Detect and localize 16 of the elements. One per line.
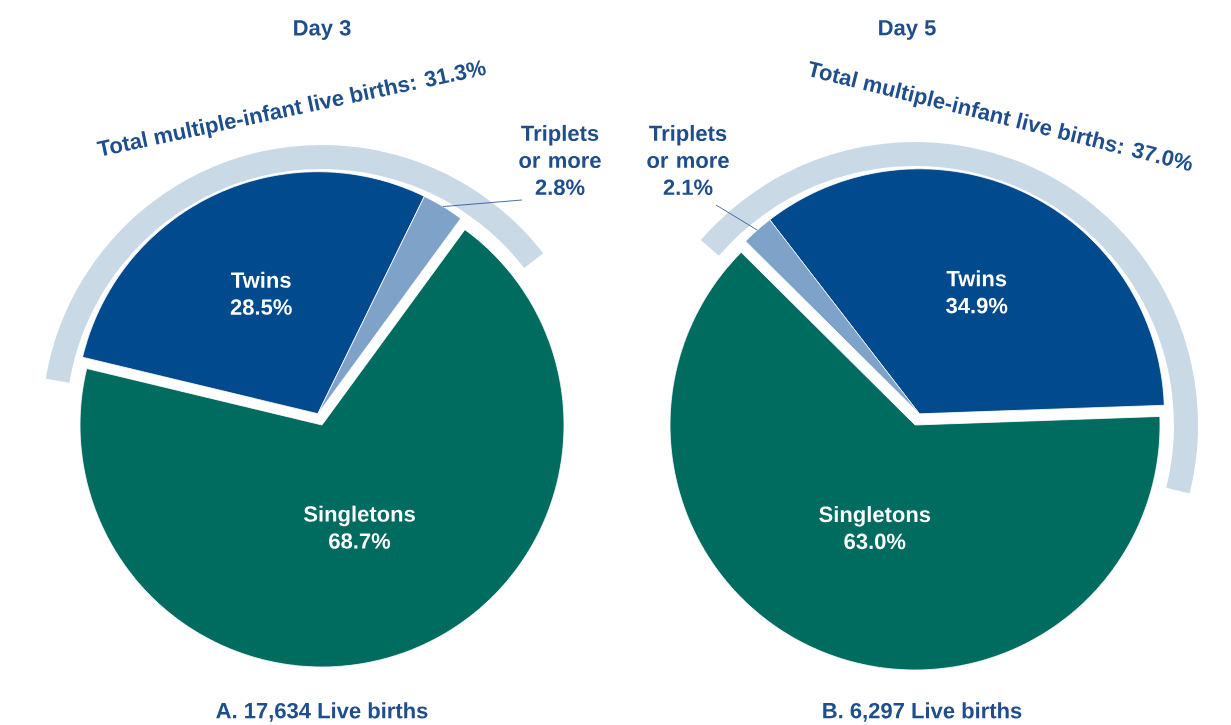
slice-label: Twins xyxy=(231,271,291,288)
slice-label: Twins xyxy=(946,270,1007,287)
chart-title: Day 3 xyxy=(294,20,351,40)
data-label: 34.9% xyxy=(946,297,1008,314)
slice-label: Triplets or more xyxy=(519,124,601,169)
data-label: 28.5% xyxy=(230,299,292,315)
slice-label: Triplets or more xyxy=(647,124,729,169)
data-label: 2.8% xyxy=(535,179,585,196)
slice-label: Singletons xyxy=(303,505,415,527)
data-label: 63.0% xyxy=(844,533,906,550)
data-label: 68.7% xyxy=(329,533,391,549)
text: B. 6,297 Live births xyxy=(823,702,1022,722)
data-label: 2.1% xyxy=(663,179,713,196)
chart-title: Day 5 xyxy=(879,20,936,40)
slice-label: Singletons xyxy=(819,506,931,527)
text: A. 17,634 Live births xyxy=(216,702,428,722)
